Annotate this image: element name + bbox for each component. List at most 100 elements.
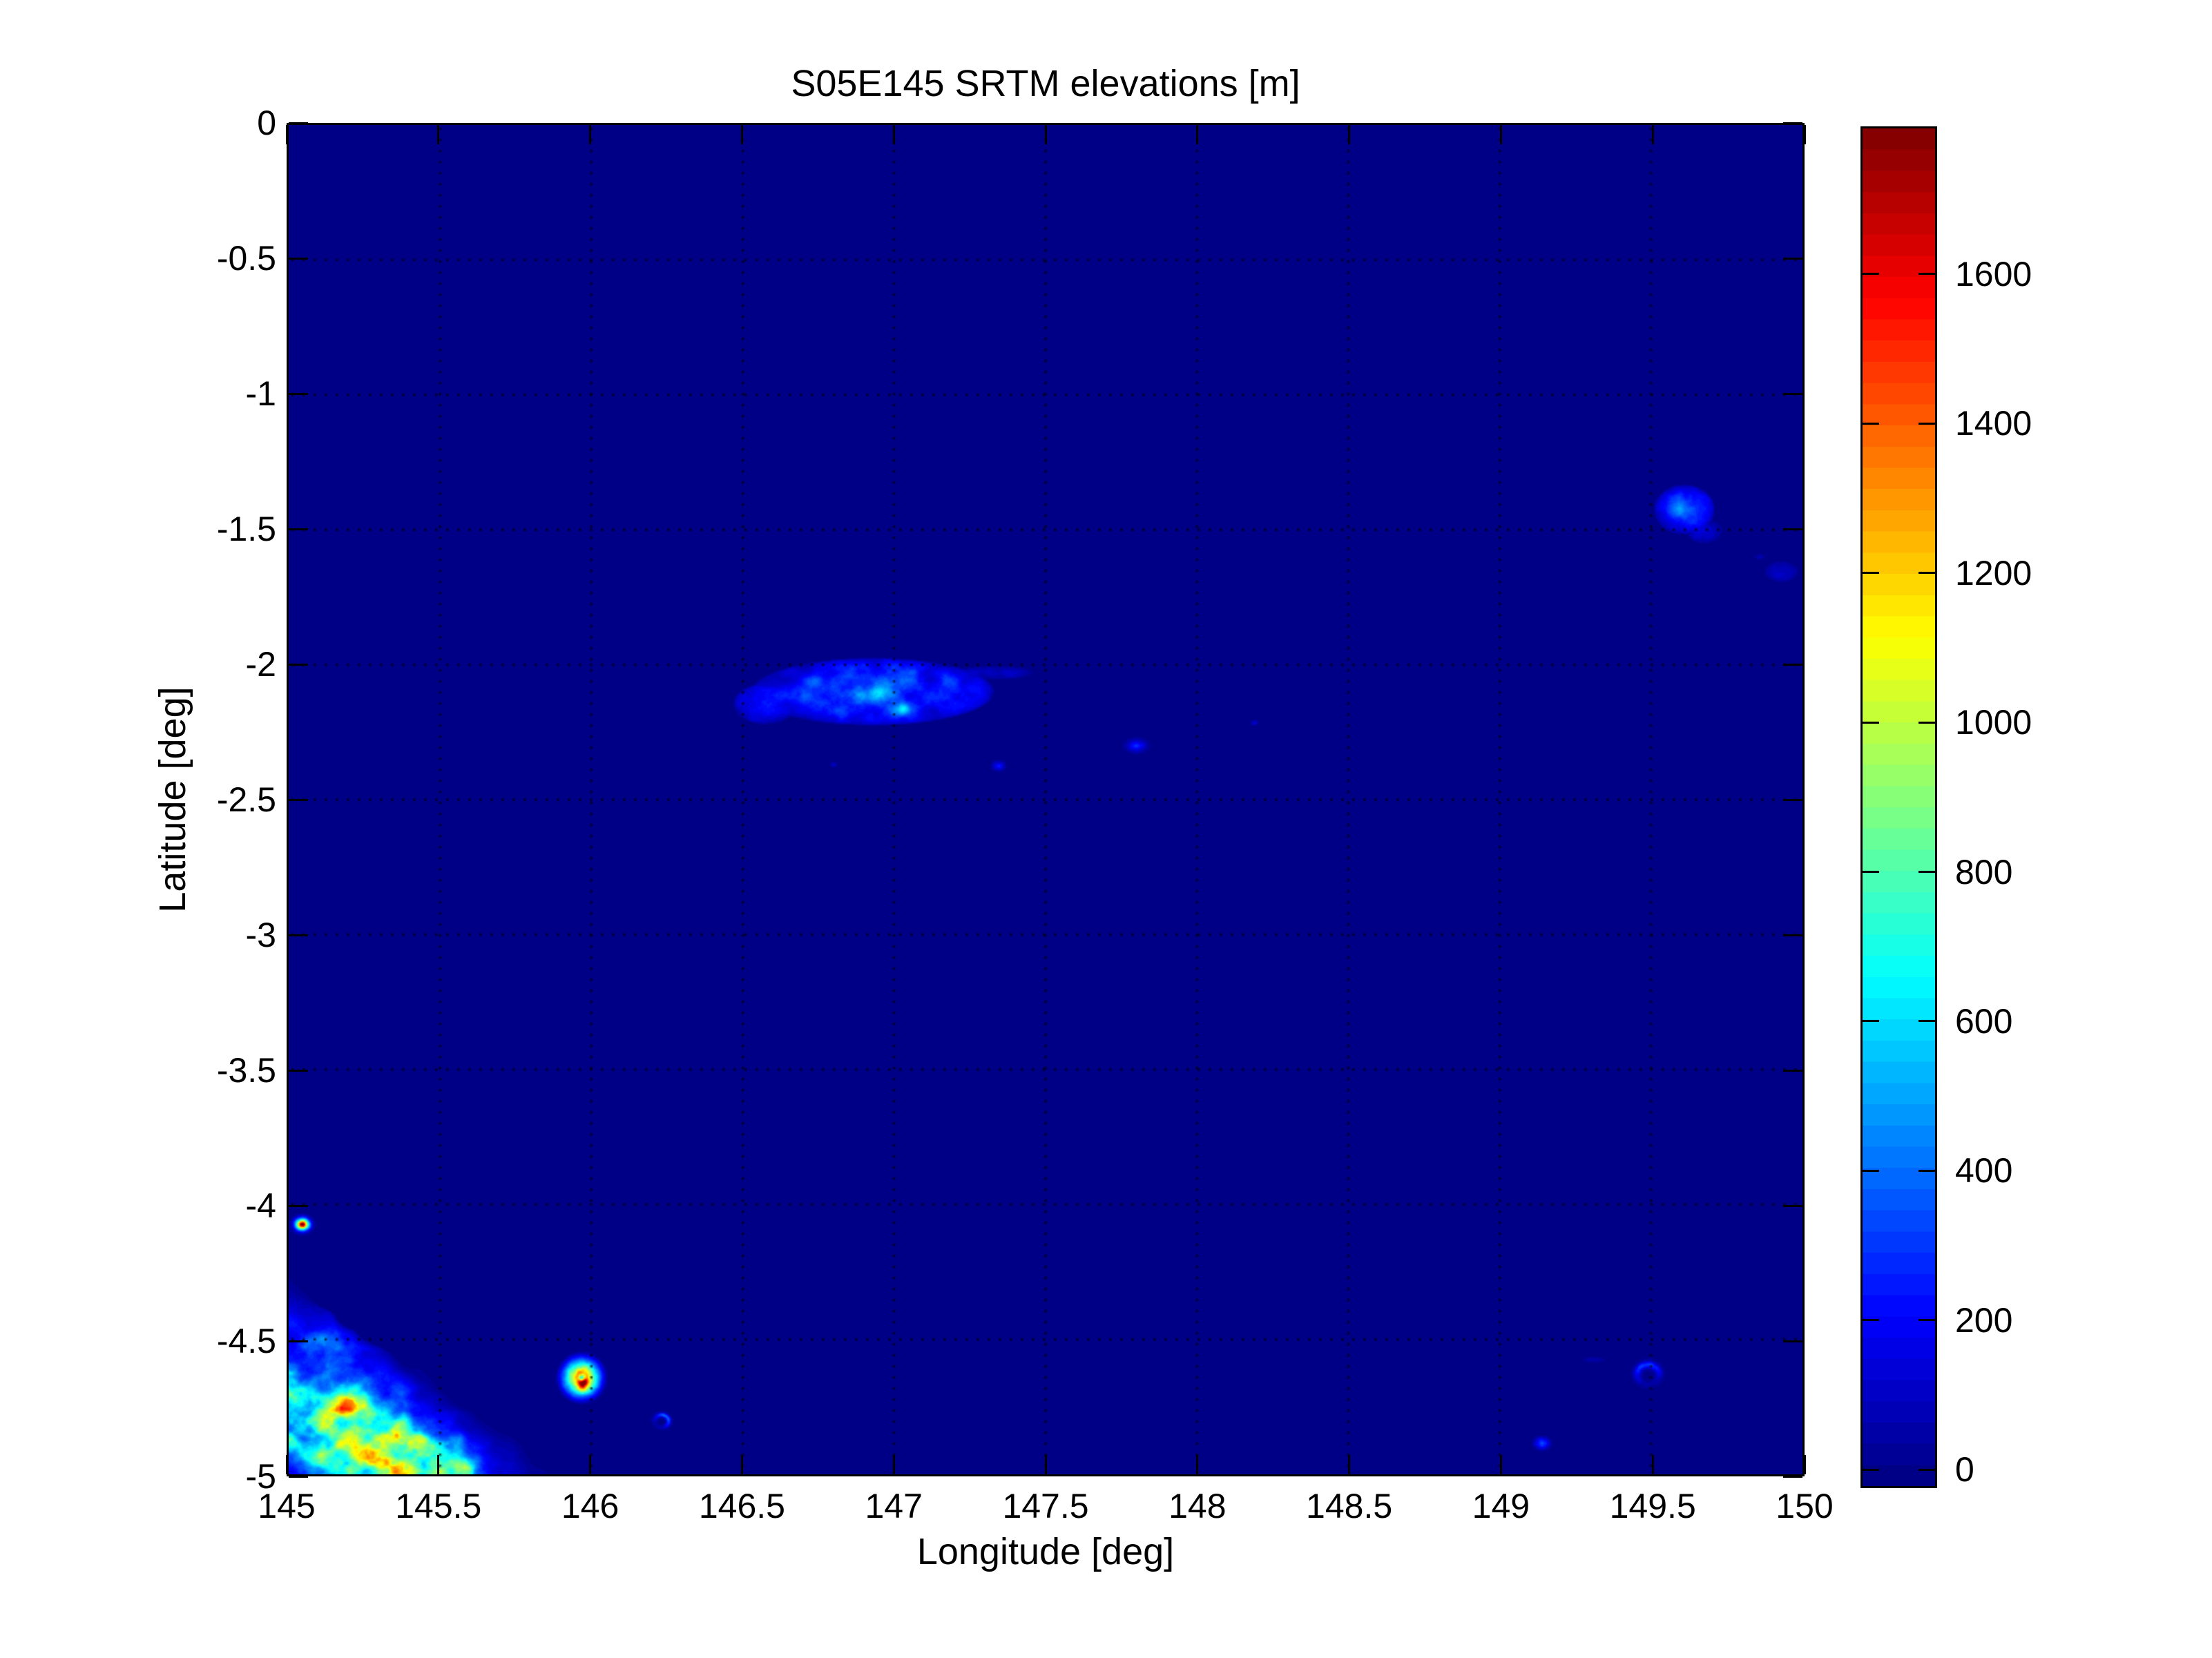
- colorbar-tick-right: [1918, 273, 1935, 276]
- colorbar-tick-left: [1863, 1319, 1879, 1322]
- plot-title: S05E145 SRTM elevations [m]: [791, 63, 1300, 104]
- x-tick-bottom: [1348, 1455, 1351, 1474]
- x-tick-bottom: [1803, 1455, 1806, 1474]
- x-tick-top: [589, 125, 592, 144]
- y-tick-right: [1783, 1069, 1802, 1072]
- colorbar-tick-right: [1918, 572, 1935, 575]
- colorbar: [1860, 126, 1937, 1488]
- y-tick-label: -2: [245, 645, 276, 684]
- x-tick-label: 147.5: [1002, 1487, 1089, 1525]
- x-tick-label: 145.5: [395, 1487, 482, 1525]
- y-tick-right: [1783, 122, 1802, 124]
- map-axes: [287, 123, 1805, 1476]
- y-tick-right: [1783, 257, 1802, 260]
- colorbar-tick-label: 1600: [1955, 254, 2032, 293]
- y-tick-label: -5: [245, 1457, 276, 1496]
- colorbar-tick-label: 800: [1955, 852, 2013, 891]
- x-tick-label: 149.5: [1609, 1487, 1696, 1525]
- colorbar-tick-right: [1918, 1468, 1935, 1471]
- y-tick-label: -0.5: [216, 239, 276, 278]
- x-tick-label: 147: [865, 1487, 923, 1525]
- y-tick-left: [289, 1475, 308, 1478]
- x-tick-bottom: [1196, 1455, 1199, 1474]
- y-tick-left: [289, 1069, 308, 1072]
- x-tick-top: [1196, 125, 1199, 144]
- colorbar-tick-label: 1400: [1955, 404, 2032, 443]
- x-tick-label: 146.5: [698, 1487, 785, 1525]
- x-tick-bottom: [892, 1455, 895, 1474]
- colorbar-tick-left: [1863, 572, 1879, 575]
- y-tick-label: -1.5: [216, 510, 276, 548]
- x-tick-top: [437, 125, 440, 144]
- colorbar-tick-label: 400: [1955, 1151, 2013, 1191]
- colorbar-tick-left: [1863, 422, 1879, 425]
- colorbar-tick-left: [1863, 1169, 1879, 1172]
- x-tick-bottom: [589, 1455, 592, 1474]
- colorbar-tick-left: [1863, 721, 1879, 724]
- x-tick-bottom: [1651, 1455, 1654, 1474]
- y-tick-left: [289, 257, 308, 260]
- y-tick-label: -3: [245, 916, 276, 954]
- elevation-heatmap-canvas: [289, 125, 1802, 1474]
- y-tick-label: 0: [257, 104, 276, 142]
- y-tick-right: [1783, 392, 1802, 395]
- colorbar-tick-label: 1200: [1955, 553, 2032, 592]
- x-tick-bottom: [1044, 1455, 1047, 1474]
- x-tick-bottom: [1499, 1455, 1502, 1474]
- y-tick-left: [289, 934, 308, 936]
- y-tick-label: -3.5: [216, 1051, 276, 1090]
- y-tick-left: [289, 1340, 308, 1342]
- colorbar-tick-label: 600: [1955, 1001, 2013, 1041]
- colorbar-tick-label: 0: [1955, 1450, 1974, 1490]
- colorbar-tick-left: [1863, 1020, 1879, 1023]
- y-tick-left: [289, 528, 308, 530]
- y-tick-left: [289, 1204, 308, 1207]
- x-tick-bottom: [740, 1455, 743, 1474]
- y-tick-label: -1: [245, 374, 276, 413]
- x-tick-top: [1044, 125, 1047, 144]
- y-tick-right: [1783, 1204, 1802, 1207]
- colorbar-tick-label: 1000: [1955, 703, 2032, 742]
- x-tick-top: [285, 125, 288, 144]
- y-tick-right: [1783, 934, 1802, 936]
- y-tick-left: [289, 392, 308, 395]
- colorbar-tick-left: [1863, 273, 1879, 276]
- x-tick-top: [740, 125, 743, 144]
- y-tick-label: -4.5: [216, 1322, 276, 1360]
- y-tick-label: -2.5: [216, 780, 276, 819]
- x-tick-bottom: [437, 1455, 440, 1474]
- y-tick-left: [289, 663, 308, 666]
- x-tick-label: 150: [1776, 1487, 1834, 1525]
- colorbar-tick-label: 200: [1955, 1300, 2013, 1340]
- x-tick-top: [1651, 125, 1654, 144]
- colorbar-tick-right: [1918, 721, 1935, 724]
- y-tick-left: [289, 122, 308, 124]
- x-tick-label: 145: [258, 1487, 316, 1525]
- x-tick-top: [1499, 125, 1502, 144]
- y-tick-right: [1783, 1340, 1802, 1342]
- y-axis-label: Latitude [deg]: [152, 686, 193, 913]
- x-tick-label: 148: [1168, 1487, 1227, 1525]
- y-tick-right: [1783, 663, 1802, 666]
- colorbar-tick-left: [1863, 1468, 1879, 1471]
- colorbar-tick-right: [1918, 1319, 1935, 1322]
- x-tick-label: 146: [561, 1487, 619, 1525]
- y-tick-label: -4: [245, 1186, 276, 1225]
- colorbar-tick-left: [1863, 871, 1879, 874]
- colorbar-tick-right: [1918, 1169, 1935, 1172]
- x-tick-top: [892, 125, 895, 144]
- colorbar-tick-right: [1918, 422, 1935, 425]
- colorbar-gradient-canvas: [1863, 128, 1935, 1486]
- y-tick-left: [289, 798, 308, 801]
- y-tick-right: [1783, 528, 1802, 530]
- y-tick-right: [1783, 798, 1802, 801]
- x-axis-label: Longitude [deg]: [916, 1531, 1175, 1572]
- colorbar-tick-right: [1918, 871, 1935, 874]
- colorbar-tick-right: [1918, 1020, 1935, 1023]
- x-tick-bottom: [285, 1455, 288, 1474]
- y-tick-right: [1783, 1475, 1802, 1478]
- x-tick-label: 149: [1472, 1487, 1530, 1525]
- x-tick-top: [1348, 125, 1351, 144]
- x-tick-top: [1803, 125, 1806, 144]
